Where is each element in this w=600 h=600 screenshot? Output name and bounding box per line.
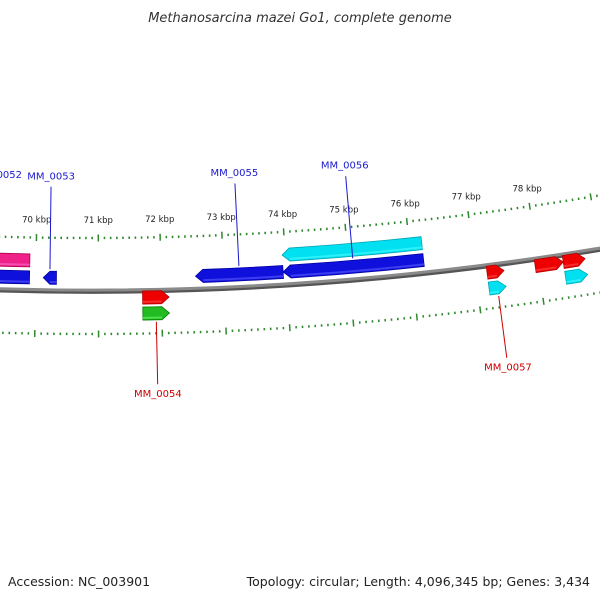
gene-arrow-mm-0057-highlight xyxy=(489,290,500,294)
tick-label-74: 74 kbp xyxy=(268,210,297,220)
gene-arrow-red-10-highlight xyxy=(535,266,557,272)
label-leader-mm-0053 xyxy=(49,186,52,270)
tick-label-71: 71 kbp xyxy=(84,216,113,226)
label-leader-mm-0057 xyxy=(498,295,508,358)
tick-label-73: 73 kbp xyxy=(207,213,236,223)
outer-major-tick xyxy=(415,313,418,321)
gene-arrow-red-9-highlight xyxy=(487,274,498,278)
gene-arrow-mm-0056 xyxy=(282,253,425,279)
gene-arrow-mm-0054 xyxy=(142,306,171,321)
tick-label-78: 78 kbp xyxy=(513,185,542,195)
inner-major-tick xyxy=(405,218,409,226)
tick-label-76: 76 kbp xyxy=(390,200,419,210)
gene-label-mm-0052: MM_0052 xyxy=(0,170,22,181)
gene-arrow-cyan-12-highlight xyxy=(566,278,581,284)
genome-backbone xyxy=(0,246,600,294)
inner-major-tick xyxy=(344,223,347,231)
outer-major-tick xyxy=(479,306,482,314)
gene-arrow-mm-0052-highlight xyxy=(0,279,30,283)
genome-summary-text: Topology: circular; Length: 4,096,345 bp… xyxy=(246,574,590,589)
accession-text: Accession: NC_003901 xyxy=(8,574,150,589)
gene-label-mm-0056: MM_0056 xyxy=(321,161,369,172)
tick-label-72: 72 kbp xyxy=(145,215,174,225)
gene-labels: MM_0052 MM_0053 MM_0054 MM_0055 MM_0056 MM_00… xyxy=(0,161,532,400)
gene-arrow-cyan-7-highlight xyxy=(289,246,423,260)
label-leader-mm-0055 xyxy=(234,183,240,266)
tick-marks: 70 kbp 71 kbp 72 kbp 73 kbp 74 kbp 75 kbp 76 k… xyxy=(0,185,600,338)
label-leader-mm-0054 xyxy=(155,321,159,385)
backbone-line xyxy=(0,246,600,292)
inner-major-tick xyxy=(528,202,531,210)
gene-label-mm-0055: MM_0055 xyxy=(211,168,259,179)
gene-label-mm-0054: MM_0054 xyxy=(134,389,182,400)
gene-arrow-mm-0056-highlight xyxy=(290,263,425,277)
tick-label-70: 70 kbp xyxy=(22,216,51,226)
gene-label-mm-0057: MM_0057 xyxy=(484,362,532,373)
inner-major-tick xyxy=(589,193,593,201)
tick-label-75: 75 kbp xyxy=(329,205,358,215)
gene-label-mm-0053: MM_0053 xyxy=(27,171,75,182)
label-leader-mm-0056 xyxy=(345,176,354,259)
gene-arrow-mm-0053 xyxy=(42,270,57,285)
gene-arrow-red-11-highlight xyxy=(563,263,579,268)
map-title: Methanosarcina mazei Go1, complete genom… xyxy=(148,11,452,26)
inner-major-tick xyxy=(467,211,470,219)
tick-label-77: 77 kbp xyxy=(452,193,481,203)
gene-arrow-mm-0055-highlight xyxy=(203,275,284,282)
gene-arrow-red-3 xyxy=(142,290,170,305)
outer-major-tick xyxy=(352,319,355,327)
gene-arrow-magenta-1-highlight xyxy=(0,262,30,266)
outer-major-tick xyxy=(542,297,545,305)
